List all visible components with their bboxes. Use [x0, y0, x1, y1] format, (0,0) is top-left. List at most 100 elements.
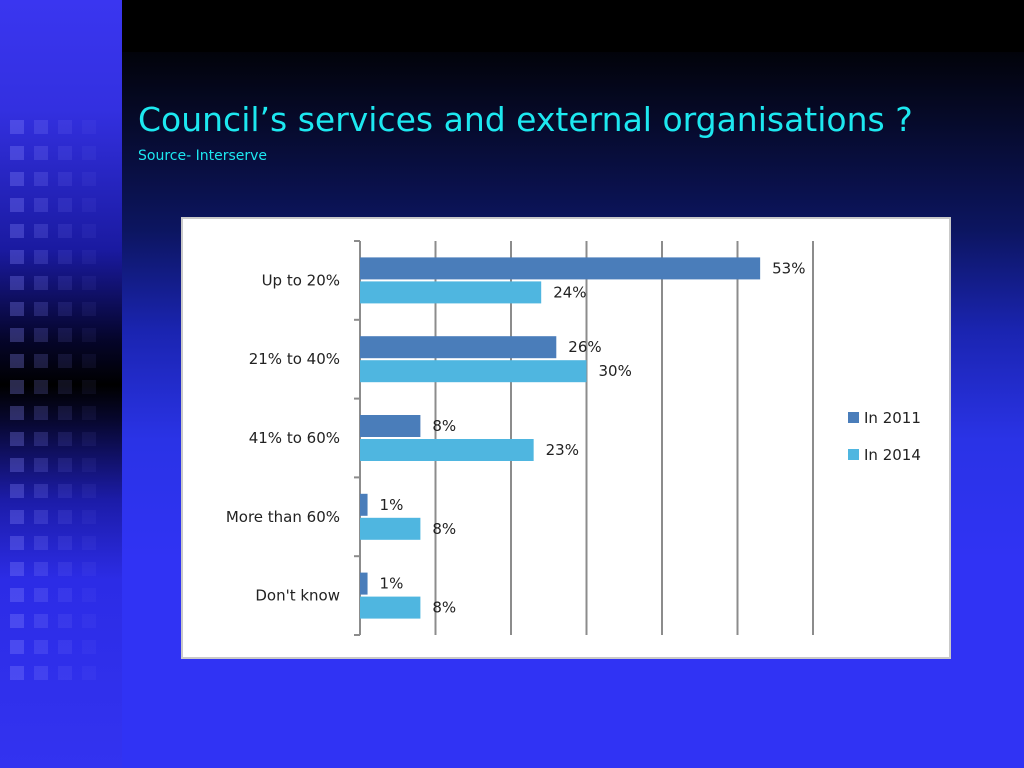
side-square: [10, 172, 24, 186]
side-square: [58, 640, 72, 654]
side-square: [10, 354, 24, 368]
side-square: [82, 328, 96, 342]
bar-2011: [360, 572, 368, 595]
side-square: [82, 406, 96, 420]
side-square: [82, 146, 96, 160]
side-square: [10, 510, 24, 524]
side-square: [82, 458, 96, 472]
side-square: [10, 328, 24, 342]
side-square: [58, 328, 72, 342]
side-square: [34, 380, 48, 394]
bar-2011: [360, 336, 557, 359]
side-square: [58, 666, 72, 680]
data-label: 53%: [772, 259, 805, 277]
data-label: 24%: [553, 283, 586, 301]
data-label: 1%: [380, 496, 404, 514]
side-square: [82, 640, 96, 654]
category-label: 21% to 40%: [249, 350, 340, 368]
side-square: [82, 484, 96, 498]
side-square: [58, 302, 72, 316]
side-square: [10, 302, 24, 316]
side-square: [34, 354, 48, 368]
side-square: [82, 354, 96, 368]
side-square: [10, 406, 24, 420]
bar-2014: [360, 517, 421, 540]
side-square: [34, 458, 48, 472]
side-square: [34, 276, 48, 290]
bar-2014: [360, 360, 587, 383]
bar-2014: [360, 439, 534, 461]
side-square: [10, 588, 24, 602]
data-label: 26%: [568, 338, 601, 356]
side-square: [82, 120, 96, 134]
side-square: [34, 614, 48, 628]
side-square: [34, 588, 48, 602]
side-square: [34, 198, 48, 212]
side-square: [10, 432, 24, 446]
bar-chart: Up to 20% 53% 24% 21% to 40% 26% 30% 41% to 60…: [226, 240, 921, 636]
side-square: [34, 432, 48, 446]
side-square: [58, 510, 72, 524]
side-square: [82, 250, 96, 264]
side-square: [10, 562, 24, 576]
data-label: 1%: [380, 575, 404, 593]
side-square: [58, 120, 72, 134]
side-square: [58, 614, 72, 628]
side-square: [10, 380, 24, 394]
side-square: [10, 224, 24, 238]
side-square: [58, 250, 72, 264]
side-square: [82, 510, 96, 524]
slide-title: Council’s services and external organisa…: [138, 100, 913, 139]
side-square: [82, 172, 96, 186]
side-square: [10, 614, 24, 628]
side-square: [58, 536, 72, 550]
side-square: [58, 484, 72, 498]
side-square: [34, 146, 48, 160]
side-square: [34, 224, 48, 238]
bar-2011: [360, 415, 421, 437]
side-square: [58, 198, 72, 212]
side-square: [82, 432, 96, 446]
category-label: Up to 20%: [262, 271, 340, 289]
data-label: 23%: [546, 441, 579, 459]
side-square: [58, 432, 72, 446]
side-square: [34, 120, 48, 134]
side-square: [58, 276, 72, 290]
data-label: 30%: [599, 362, 632, 380]
side-square: [82, 588, 96, 602]
legend-label: In 2011: [864, 409, 921, 427]
legend-label: In 2014: [864, 446, 921, 464]
side-square: [34, 172, 48, 186]
data-label: 8%: [432, 599, 456, 617]
side-square: [58, 458, 72, 472]
bar-2011: [360, 493, 368, 516]
side-square: [82, 614, 96, 628]
category-label: Don't know: [255, 587, 340, 605]
category-label: 41% to 60%: [249, 429, 340, 447]
side-square: [82, 536, 96, 550]
side-square: [34, 328, 48, 342]
side-square: [10, 666, 24, 680]
side-square: [10, 640, 24, 654]
side-square: [82, 224, 96, 238]
top-band: [122, 0, 1024, 52]
side-square: [10, 536, 24, 550]
side-square: [82, 302, 96, 316]
side-square: [10, 198, 24, 212]
side-square: [58, 354, 72, 368]
side-square: [58, 146, 72, 160]
bar-2011: [360, 257, 761, 280]
side-decoration-strip: [0, 0, 122, 768]
category-label: More than 60%: [226, 508, 340, 526]
side-square: [34, 406, 48, 420]
side-square: [34, 250, 48, 264]
side-square: [58, 172, 72, 186]
side-square: [10, 146, 24, 160]
side-square: [10, 276, 24, 290]
side-square: [34, 640, 48, 654]
side-square: [58, 406, 72, 420]
side-square: [58, 224, 72, 238]
side-square: [82, 380, 96, 394]
side-square: [10, 458, 24, 472]
data-label: 8%: [432, 520, 456, 538]
